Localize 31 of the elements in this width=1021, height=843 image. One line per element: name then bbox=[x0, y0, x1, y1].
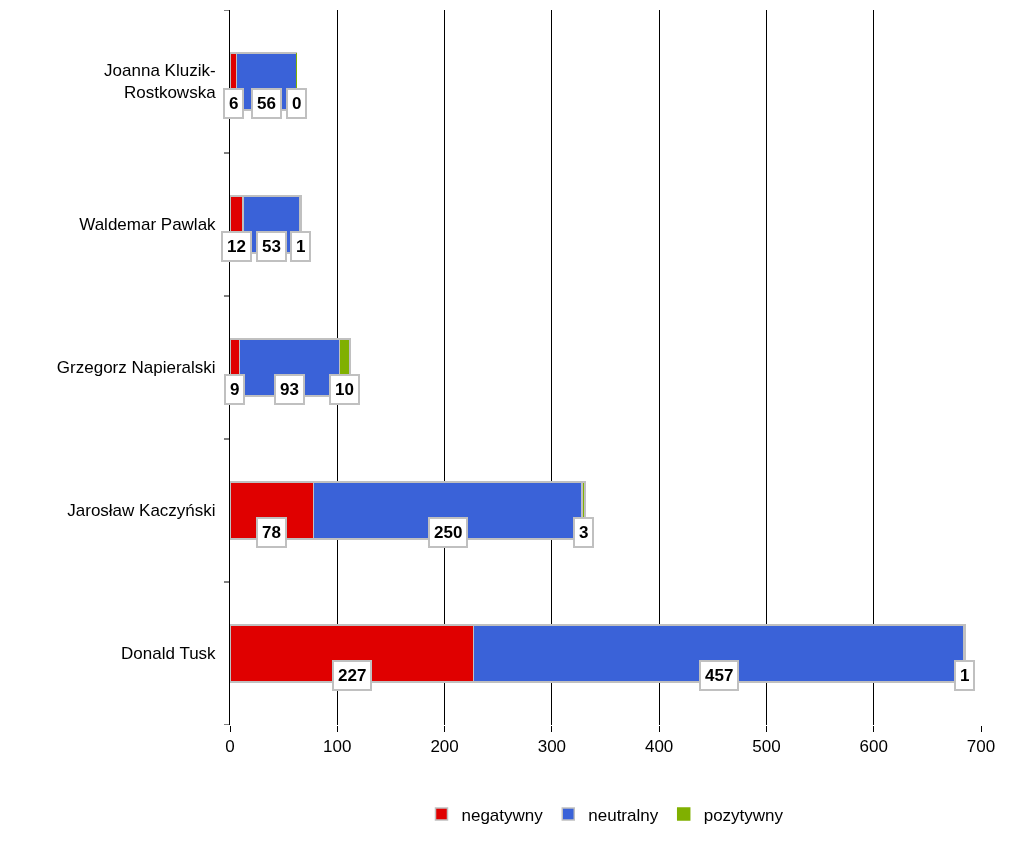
x-tick-label: 300 bbox=[537, 737, 567, 757]
data-label: 93 bbox=[280, 380, 299, 399]
x-tick-label: 700 bbox=[966, 737, 996, 757]
x-tick-label: 400 bbox=[644, 737, 674, 757]
data-label: 6 bbox=[229, 94, 239, 113]
x-tick-label: 500 bbox=[752, 737, 781, 757]
x-tick-label: 600 bbox=[859, 737, 888, 757]
x-tick-label: 100 bbox=[323, 737, 352, 757]
data-label: 10 bbox=[335, 380, 354, 399]
y-tick-label: Grzegorz Napieralski bbox=[56, 358, 216, 378]
data-label: 78 bbox=[262, 523, 281, 542]
y-tick-label: Donald Tusk bbox=[121, 644, 217, 664]
x-tick-label: 200 bbox=[430, 737, 459, 757]
legend-label: neutralny bbox=[588, 805, 659, 825]
data-label: 9 bbox=[230, 380, 240, 399]
data-label: 12 bbox=[227, 237, 246, 256]
data-label: 53 bbox=[262, 237, 281, 256]
data-label: 0 bbox=[292, 94, 302, 113]
legend-label: negatywny bbox=[461, 805, 544, 825]
data-label: 227 bbox=[338, 666, 367, 685]
y-tick-label: Jarosław Kaczyński bbox=[67, 501, 216, 521]
data-label: 1 bbox=[296, 237, 306, 256]
data-label: 3 bbox=[579, 523, 589, 542]
y-tick-label: Joanna Kluzik-Rostkowska bbox=[104, 61, 217, 103]
legend-label: pozytywny bbox=[703, 805, 784, 825]
data-label: 1 bbox=[960, 666, 970, 685]
data-label: 457 bbox=[705, 666, 734, 685]
y-tick-label: Waldemar Pawlak bbox=[79, 215, 217, 235]
x-tick-label: 0 bbox=[225, 737, 235, 757]
data-label: 56 bbox=[257, 94, 276, 113]
data-label: 250 bbox=[434, 523, 463, 542]
